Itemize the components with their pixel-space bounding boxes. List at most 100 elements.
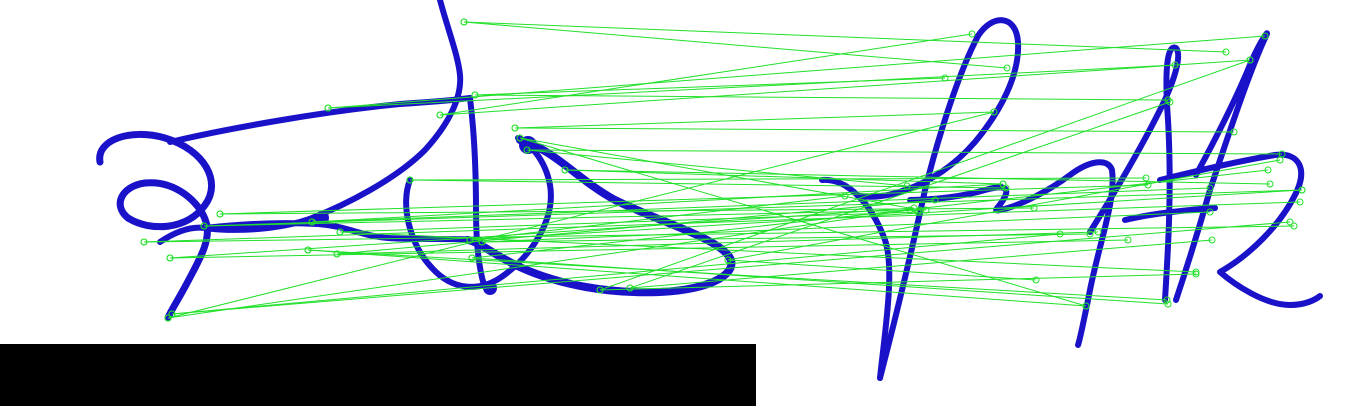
keypoint (1276, 156, 1284, 164)
match-line (409, 179, 1007, 189)
match-line (219, 184, 1149, 215)
keypoint (460, 18, 468, 26)
match-line (336, 199, 936, 255)
match-line (311, 183, 1004, 223)
match-line (203, 189, 1303, 227)
keypoint (436, 111, 444, 119)
match-line (143, 201, 1301, 243)
keypoint (1206, 208, 1214, 216)
keypoint (1144, 181, 1152, 189)
right-signature-stroke (1122, 205, 1218, 223)
keypoint (471, 91, 479, 99)
keypoint (1222, 48, 1230, 56)
keypoint (914, 208, 922, 216)
keypoint (1208, 236, 1216, 244)
match-line (629, 101, 1171, 289)
keypoint (990, 108, 998, 116)
keypoint (216, 210, 224, 218)
keypoint (841, 192, 849, 200)
match-line (307, 249, 1087, 307)
keypoint (336, 228, 344, 236)
keypoint (1032, 276, 1040, 284)
keypoint (916, 206, 924, 214)
match-line (526, 149, 1283, 155)
match-line (307, 249, 1168, 301)
keypoint (596, 286, 604, 294)
match-line (564, 169, 1004, 185)
keypoint (333, 250, 341, 258)
match-line (327, 64, 1176, 109)
keypoint (941, 74, 949, 82)
keypoint (140, 238, 148, 246)
keypoint (561, 166, 569, 174)
keypoint (1030, 204, 1038, 212)
keypoint (724, 256, 732, 264)
match-line (471, 169, 1269, 259)
keypoint (1171, 61, 1179, 69)
right-signature-stroke (907, 159, 1116, 348)
right-signature-stroke (1087, 44, 1182, 303)
keypoint (1142, 174, 1150, 182)
match-line (439, 59, 1251, 116)
match-line (311, 187, 1211, 223)
keypoint (1166, 98, 1174, 106)
keypoint (1206, 184, 1214, 192)
match-line (463, 21, 1008, 69)
match-line (519, 137, 921, 211)
left-signature-stroke (464, 136, 736, 297)
keypoint (931, 196, 939, 204)
match-line (481, 211, 1211, 243)
keypoint (1192, 268, 1200, 276)
match-line (629, 239, 1213, 289)
match-line (481, 233, 1091, 243)
keypoint (1082, 302, 1090, 310)
match-line (519, 137, 1087, 307)
match-line (526, 149, 908, 187)
match-line (727, 259, 1037, 281)
right-signature-stroke (1157, 151, 1323, 308)
keypoint (1164, 300, 1172, 308)
match-line (599, 273, 1197, 291)
keypoint (200, 222, 208, 230)
keypoint (478, 238, 486, 246)
keypoint (1278, 150, 1286, 158)
keypoint (516, 134, 524, 142)
keypoint (1246, 56, 1254, 64)
match-line (727, 159, 1281, 261)
keypoint (164, 314, 172, 322)
keypoint (168, 310, 176, 318)
keypoint (1230, 128, 1238, 136)
keypoint (906, 206, 914, 214)
keypoint (1164, 96, 1172, 104)
match-line (463, 21, 1227, 53)
redaction-box (0, 344, 756, 406)
match-line (409, 177, 1147, 181)
keypoint (1290, 222, 1298, 230)
keypoint (308, 218, 316, 226)
keypoint (166, 254, 174, 262)
keypoint (1163, 296, 1171, 304)
keypoint (1266, 180, 1274, 188)
right-signature-stroke (1173, 30, 1270, 303)
keypoint (1286, 218, 1294, 226)
keypoint (324, 104, 332, 112)
keypoints (140, 18, 1306, 322)
match-line (514, 111, 995, 129)
keypoint (406, 176, 414, 184)
match-line (469, 189, 1303, 241)
right-signature (819, 17, 1323, 381)
right-signature-stroke (857, 17, 1022, 381)
left-signature-stroke (167, 95, 473, 145)
keypoint (304, 246, 312, 254)
match-line (169, 239, 1129, 259)
keypoint (1124, 236, 1132, 244)
keypoint (1192, 270, 1200, 278)
match-line (339, 211, 919, 233)
match-line (167, 111, 995, 319)
keypoint (1003, 64, 1011, 72)
keypoint (523, 146, 531, 154)
match-line (439, 33, 973, 116)
keypoint (910, 204, 918, 212)
match-line (474, 94, 1169, 101)
match-line (514, 127, 1235, 133)
